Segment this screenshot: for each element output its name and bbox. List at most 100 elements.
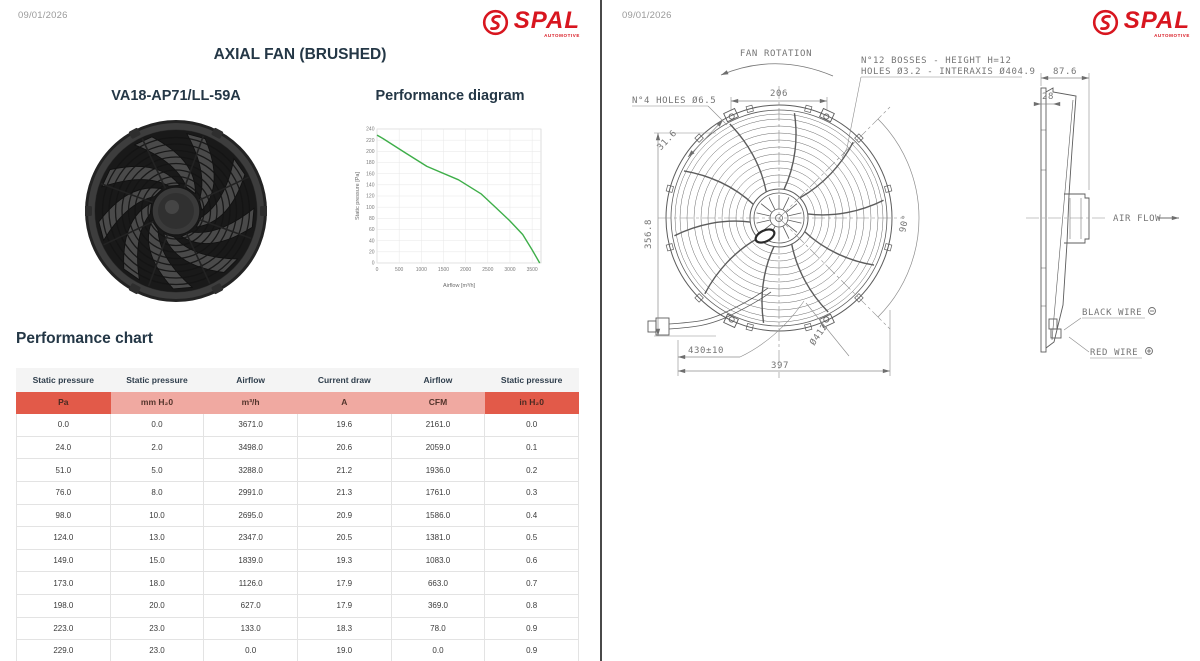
column-header: Airflow [203, 368, 298, 392]
column-header: Current draw [296, 368, 392, 392]
fan-rotation-label: FAN ROTATION [740, 49, 812, 59]
dim-bolt-gap-line [687, 119, 724, 158]
black-wire-leader [1063, 317, 1082, 331]
column-header: Airflow [390, 368, 486, 392]
svg-text:120: 120 [366, 194, 375, 200]
table-cell: 0.4 [484, 503, 579, 528]
table-cell: 1839.0 [203, 548, 298, 573]
angle-arc [877, 118, 920, 318]
svg-text:0: 0 [372, 261, 375, 267]
table-cell: 1126.0 [203, 571, 298, 595]
technical-drawing: 90° 356.8 31.6 [632, 49, 1180, 378]
table-header-row: Static pressure Static pressure Airflow Cur… [16, 368, 579, 392]
table-cell: 369.0 [390, 593, 486, 618]
svg-text:2500: 2500 [482, 267, 493, 273]
table-row: 198.0 20.0 627.0 17.9 369.0 0.8 [16, 593, 579, 618]
table-cell: 0.0 [203, 639, 298, 661]
svg-text:140: 140 [366, 183, 375, 189]
svg-text:3500: 3500 [527, 267, 538, 273]
svg-text:60: 60 [369, 227, 375, 233]
table-cell: 0.0 [109, 413, 205, 437]
table-cell: 2695.0 [203, 503, 298, 528]
dim-flange: 28 [1042, 92, 1054, 102]
svg-text:0: 0 [376, 267, 379, 273]
table-cell: 0.9 [484, 639, 579, 661]
table-cell: 2161.0 [390, 413, 486, 437]
svg-text:240: 240 [366, 127, 375, 133]
dim-bolt-gap: 31.6 [656, 128, 680, 152]
table-cell: 229.0 [16, 639, 111, 661]
table-cell: 1761.0 [390, 480, 486, 505]
table-cell: 20.5 [296, 526, 392, 550]
table-cell: 51.0 [16, 458, 111, 482]
unit-header: mm H₂0 [109, 390, 205, 415]
unit-header: in H₂0 [484, 390, 579, 415]
dim-height: 356.8 [644, 219, 654, 249]
unit-header: A [296, 390, 392, 415]
dim-wire-leader [739, 300, 805, 358]
table-row: 98.0 10.0 2695.0 20.9 1586.0 0.4 [16, 503, 579, 528]
table-cell: 19.0 [296, 639, 392, 661]
dim-height-lines [654, 132, 716, 337]
table-row: 173.0 18.0 1126.0 17.9 663.0 0.7 [16, 571, 579, 595]
table-units-row: Pa mm H₂0 m³/h A CFM in H₂0 [16, 390, 579, 415]
table-cell: 2991.0 [203, 480, 298, 505]
dim-diameter-leader [805, 302, 850, 357]
table-cell: 20.6 [296, 435, 392, 460]
table-cell: 2347.0 [203, 526, 298, 550]
table-cell: 3498.0 [203, 435, 298, 460]
column-header: Static pressure [484, 368, 579, 392]
dim-top-lines [730, 97, 828, 111]
table-row: 24.0 2.0 3498.0 20.6 2059.0 0.1 [16, 435, 579, 460]
svg-text:200: 200 [366, 149, 375, 155]
fan-product-image [85, 120, 267, 302]
table-cell: 0.5 [484, 526, 579, 550]
unit-header: CFM [390, 390, 486, 415]
table-cell: 15.0 [109, 548, 205, 573]
table-cell: 2059.0 [390, 435, 486, 460]
table-cell: 149.0 [16, 548, 111, 573]
table-cell: 0.0 [484, 413, 579, 437]
table-cell: 2.0 [109, 435, 205, 460]
column-header: Static pressure [109, 368, 205, 392]
bosses-leader [841, 76, 862, 159]
x-axis-label: Airflow [m³/h] [443, 283, 476, 289]
dim-90deg: 90° [898, 214, 912, 234]
table-cell: 8.0 [109, 480, 205, 505]
dim-depth-lines [1040, 73, 1090, 190]
table-cell: 19.3 [296, 548, 392, 573]
spal-logo-icon [482, 9, 508, 36]
table-cell: 5.0 [109, 458, 205, 482]
dim-bottom-width: 397 [771, 361, 789, 371]
table-cell: 3671.0 [203, 413, 298, 437]
svg-text:20: 20 [369, 250, 375, 256]
table-cell: 173.0 [16, 571, 111, 595]
bosses-note-line2: HOLES Ø3.2 - INTERAXIS Ø404.9 [861, 66, 1036, 77]
svg-text:500: 500 [395, 267, 404, 273]
svg-text:180: 180 [366, 160, 375, 166]
table-cell: 198.0 [16, 593, 111, 618]
svg-text:1000: 1000 [416, 267, 427, 273]
dim-top-width: 206 [770, 89, 788, 99]
table-cell: 23.0 [109, 616, 205, 641]
table-title: Performance chart [16, 330, 153, 347]
table-row: 223.0 23.0 133.0 18.3 78.0 0.9 [16, 616, 579, 641]
svg-text:220: 220 [366, 138, 375, 144]
table-cell: 98.0 [16, 503, 111, 528]
svg-text:3000: 3000 [504, 267, 515, 273]
table-cell: 663.0 [390, 571, 486, 595]
spal-logo-right: SPAL AUTOMOTIVE [1092, 9, 1190, 39]
center-lines [658, 86, 904, 378]
table-cell: 18.0 [109, 571, 205, 595]
table-cell: 0.0 [16, 413, 111, 437]
table-cell: 76.0 [16, 480, 111, 505]
table-row: 229.0 23.0 0.0 19.0 0.0 0.9 [16, 639, 579, 661]
brand-tagline: AUTOMOTIVE [544, 33, 580, 38]
page-title: AXIAL FAN (BRUSHED) [213, 46, 387, 63]
table-cell: 0.8 [484, 593, 579, 618]
unit-header: Pa [16, 390, 111, 415]
table-cell: 78.0 [390, 616, 486, 641]
dim-depth: 87.6 [1053, 67, 1077, 77]
table-cell: 0.7 [484, 571, 579, 595]
